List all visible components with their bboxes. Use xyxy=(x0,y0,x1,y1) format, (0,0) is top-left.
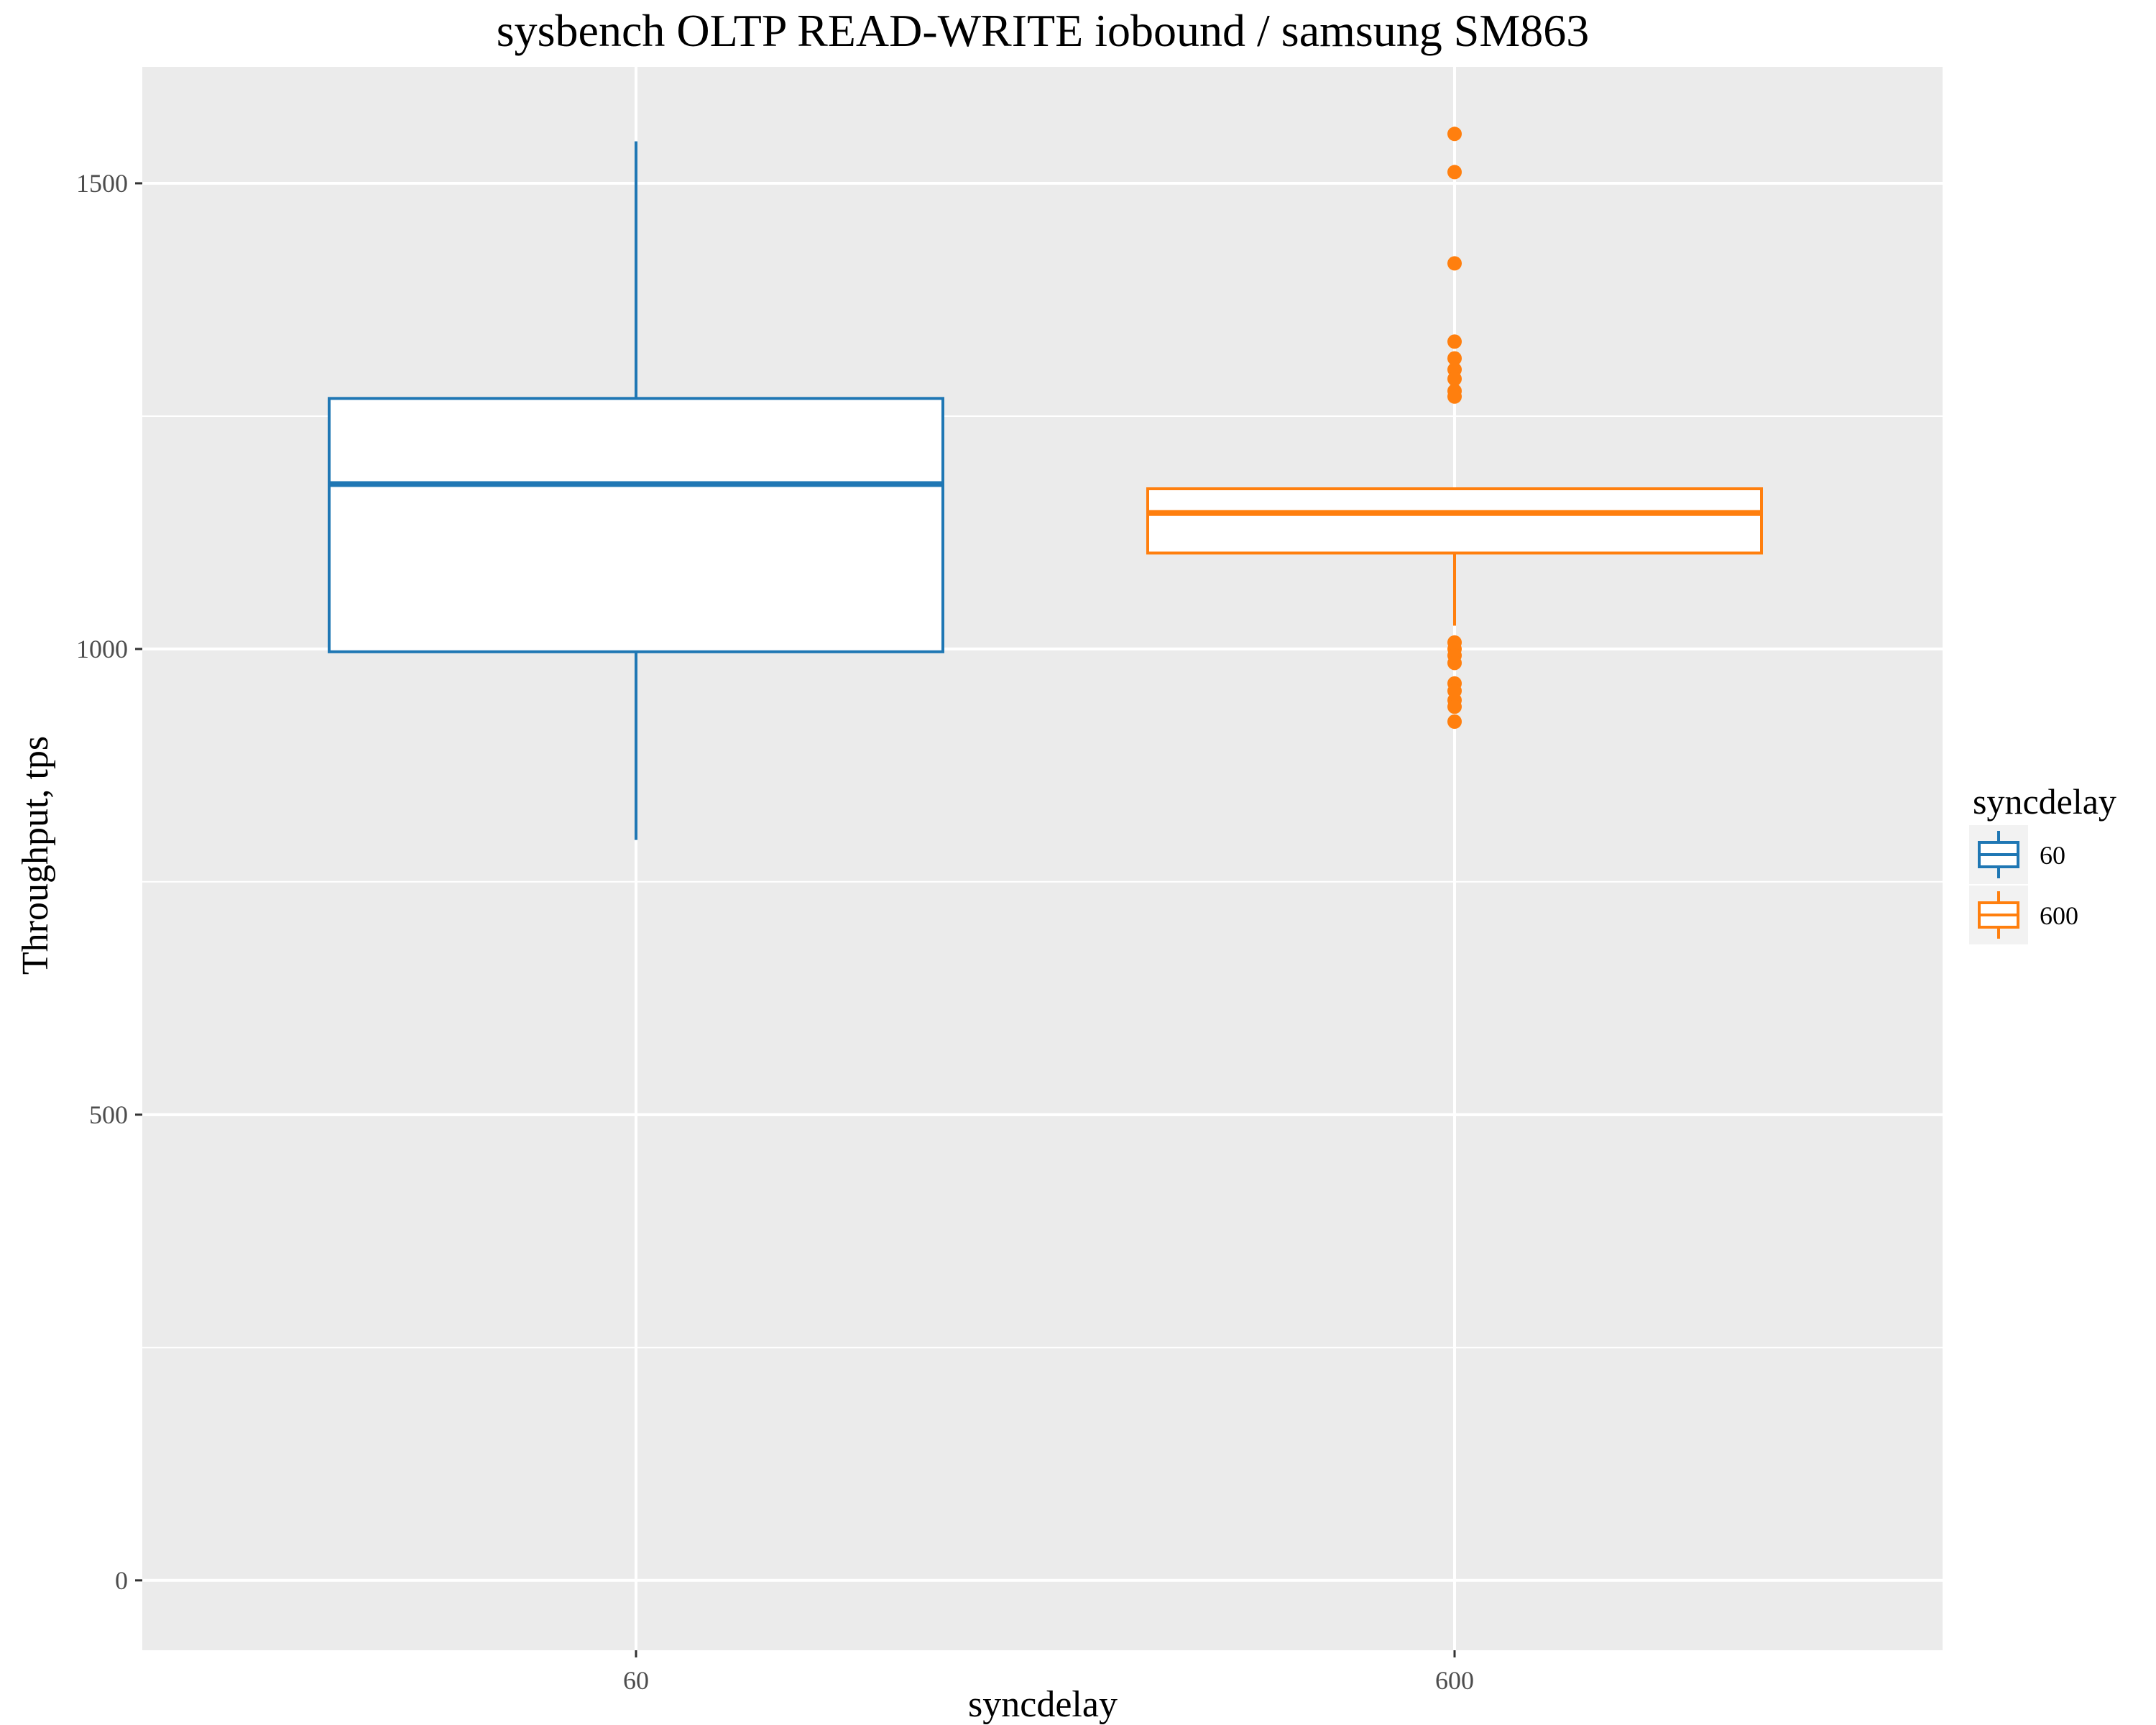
outlier-point xyxy=(1447,656,1462,671)
outlier-point xyxy=(1447,165,1462,180)
legend-title: syncdelay xyxy=(1973,781,2116,822)
box-body xyxy=(1146,487,1763,555)
outlier-point xyxy=(1447,714,1462,730)
axes: 0 500 1000 1500 60 600 xyxy=(76,169,1474,1695)
y-tick-label: 500 xyxy=(89,1100,128,1129)
box-600 xyxy=(1146,126,1763,730)
outlier-point xyxy=(1447,372,1462,387)
x-tick-label: 600 xyxy=(1435,1666,1474,1695)
x-tick-label: 60 xyxy=(623,1666,649,1695)
y-tick-label: 1500 xyxy=(76,169,128,198)
outlier-point xyxy=(1447,351,1462,366)
plot-panel xyxy=(142,67,1943,1650)
outlier-point xyxy=(1447,126,1462,142)
legend-label: 60 xyxy=(2040,841,2065,870)
boxes xyxy=(328,126,1763,840)
outlier-point xyxy=(1447,699,1462,714)
x-axis-title: syncdelay xyxy=(968,1684,1118,1725)
legend-item-60: 60 xyxy=(1969,825,2065,884)
box-body xyxy=(328,397,944,653)
y-tick-label: 0 xyxy=(115,1566,128,1595)
outlier-point xyxy=(1447,256,1462,271)
legend-items: 60 600 xyxy=(1969,825,2078,944)
legend-item-600: 600 xyxy=(1969,886,2078,944)
y-tick-label: 1000 xyxy=(76,635,128,663)
legend-label: 600 xyxy=(2040,901,2078,930)
chart-title: sysbench OLTP READ-WRITE iobound / samsu… xyxy=(497,5,1590,56)
box-60 xyxy=(328,141,944,840)
outlier-point xyxy=(1447,389,1462,404)
outlier-point xyxy=(1447,334,1462,349)
legend: syncdelay 60 600 xyxy=(1969,781,2116,944)
y-axis-title: Throughput, tps xyxy=(15,736,56,975)
